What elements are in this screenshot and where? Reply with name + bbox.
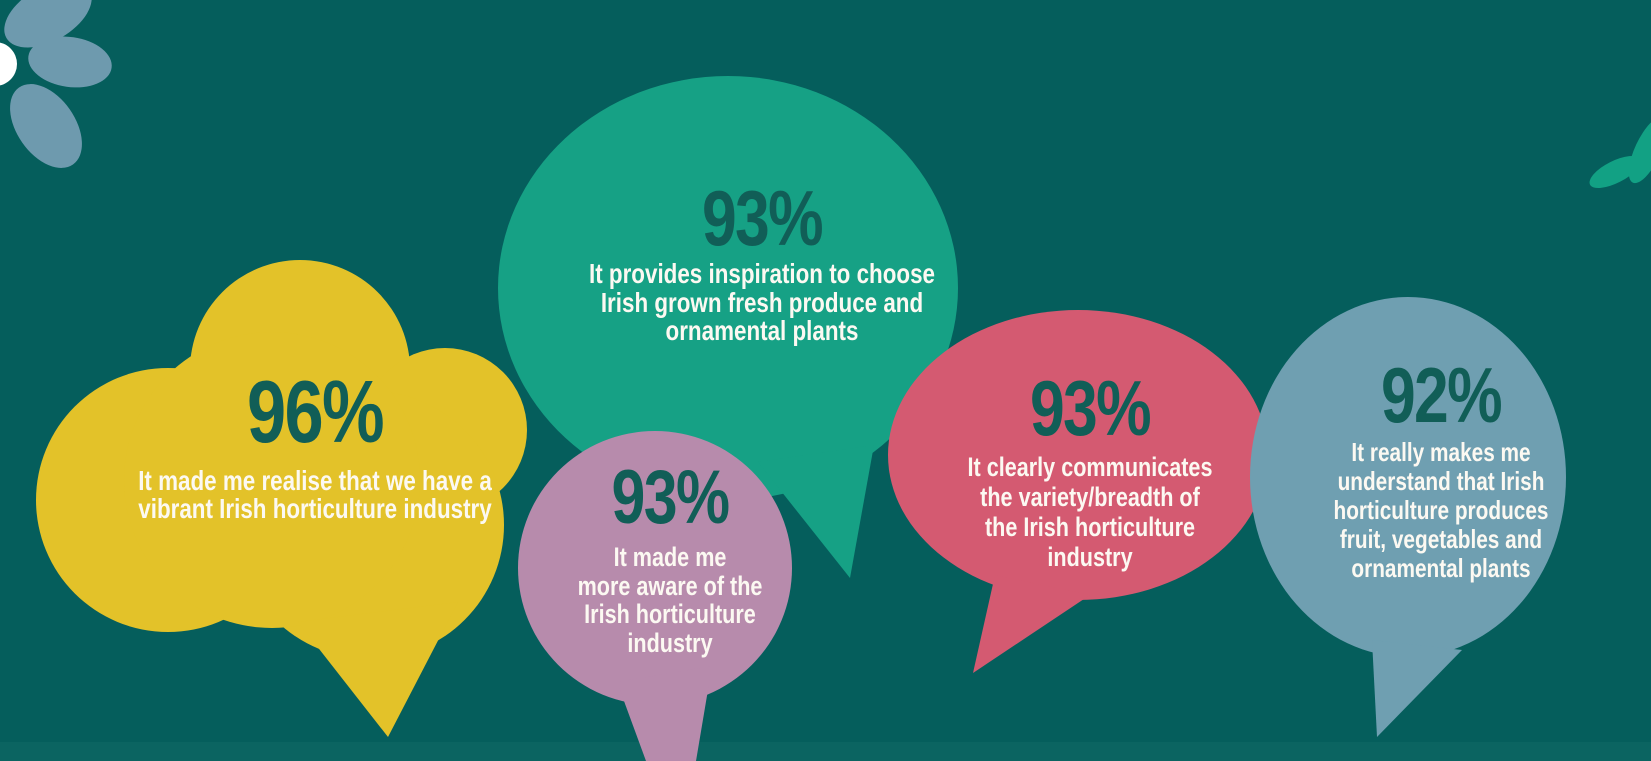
- bubble-shape-purple: [518, 431, 792, 761]
- stat-line: ornamental plants: [665, 315, 859, 346]
- bubble-shape-pink: [888, 310, 1268, 673]
- stat-line: It clearly communicates: [967, 452, 1213, 482]
- flower-center-icon: [0, 42, 17, 86]
- stat-caption: It clearly communicates the variety/brea…: [968, 452, 1213, 572]
- stat-line: the variety/breadth of: [980, 482, 1200, 512]
- stat-bubble-green: 93% It provides inspiration to choose Ir…: [589, 179, 935, 346]
- stat-line: Irish grown fresh produce and: [600, 286, 924, 318]
- stat-caption: It made me more aware of the Irish horti…: [578, 543, 763, 657]
- stat-bubble-blue: 92% It really makes me understand that I…: [1334, 356, 1549, 583]
- stat-line: ornamental plants: [1351, 553, 1531, 583]
- stat-line: It made me realise that we have a: [138, 465, 492, 496]
- flower-icon: [4, 0, 112, 168]
- stat-line: Irish horticulture: [584, 599, 756, 629]
- stat-caption: It really makes me understand that Irish…: [1334, 438, 1549, 583]
- stat-line: understand that Irish: [1337, 466, 1545, 496]
- footer-band: [0, 742, 1651, 761]
- stat-value: 93%: [611, 455, 731, 540]
- stat-line: industry: [1047, 542, 1133, 572]
- stat-line: It really makes me: [1351, 437, 1531, 467]
- stat-line: fruit, vegetables and: [1339, 524, 1543, 554]
- stat-caption: It provides inspiration to choose Irish …: [589, 258, 935, 346]
- leaf-icon: [1589, 116, 1651, 189]
- stat-line: It provides inspiration to choose: [589, 258, 935, 289]
- stat-line: more aware of the: [577, 570, 763, 601]
- stat-value: 93%: [1029, 364, 1152, 452]
- stat-value: 96%: [246, 362, 385, 461]
- stat-value: 93%: [701, 174, 824, 262]
- stat-line: the Irish horticulture: [984, 512, 1196, 542]
- stat-line: vibrant Irish horticulture industry: [138, 493, 492, 524]
- bubble-shape-green: [498, 76, 958, 578]
- stat-bubble-yellow: 96% It made me realise that we have a vi…: [138, 368, 492, 523]
- stat-bubble-purple: 93% It made me more aware of the Irish h…: [578, 460, 763, 657]
- bubble-shape-blue: [1250, 297, 1566, 737]
- stat-line: It made me: [613, 542, 727, 572]
- stat-bubble-pink: 93% It clearly communicates the variety/…: [968, 369, 1213, 572]
- bubble-shape-yellow: [36, 260, 527, 737]
- stat-value: 92%: [1380, 351, 1503, 439]
- stat-line: horticulture produces: [1333, 495, 1549, 525]
- stat-line: industry: [627, 627, 713, 658]
- stat-caption: It made me realise that we have a vibran…: [138, 467, 492, 523]
